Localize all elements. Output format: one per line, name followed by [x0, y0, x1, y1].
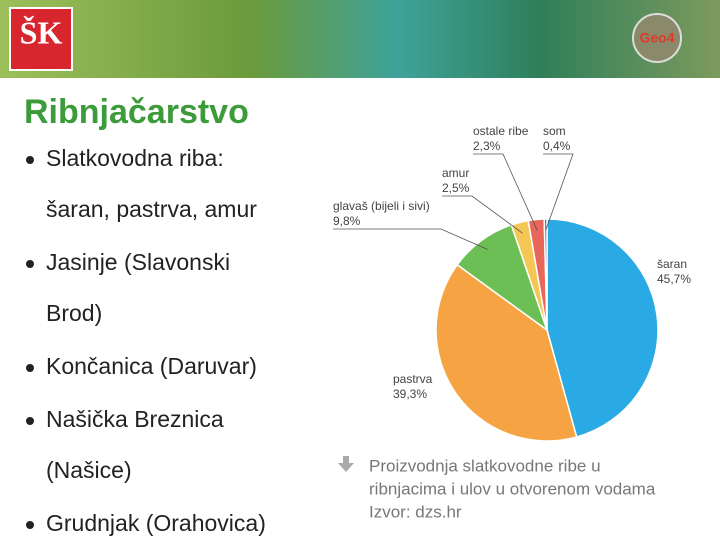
slice-label: ostale ribe — [473, 124, 529, 138]
bullet-text: Grudnjak (Orahovica) — [46, 510, 266, 536]
slice-label: glavaš (bijeli i sivi) — [333, 199, 430, 213]
leader-line — [442, 195, 523, 234]
logo-box — [9, 7, 73, 71]
slice-value: 2,5% — [442, 181, 470, 195]
pie-slice — [543, 218, 548, 331]
slice-label: amur — [442, 166, 469, 180]
bullet-dot — [26, 156, 34, 164]
pie-slice — [546, 218, 659, 438]
slice-label: šaran — [657, 257, 687, 271]
bullet-dot — [26, 521, 34, 529]
slice-value: 2,3% — [473, 139, 501, 153]
bullet-dot — [26, 417, 34, 425]
arrow-icon — [338, 456, 354, 472]
bullet-text: (Našice) — [46, 457, 132, 483]
leader-line — [473, 153, 538, 231]
caption: ribnjacima i ulov u otvorenom vodama — [369, 479, 656, 498]
caption: Izvor: dzs.hr — [369, 502, 462, 521]
bullet-text: šaran, pastrva, amur — [46, 196, 257, 222]
logo: ŠK — [20, 14, 63, 50]
title: Ribnjačarstvo — [24, 93, 249, 131]
banner — [0, 0, 720, 78]
bullet-text: Našička Breznica — [46, 406, 224, 432]
slice-value: 9,8% — [333, 214, 361, 228]
bullet-dot — [26, 364, 34, 372]
slice-label: pastrva — [393, 372, 433, 386]
badge: Geo4 — [639, 30, 674, 46]
slice-value: 0,4% — [543, 139, 571, 153]
leader-line — [333, 228, 488, 250]
bullet-text: Končanica (Daruvar) — [46, 353, 257, 379]
badge-icon — [632, 13, 682, 63]
slice-value: 45,7% — [657, 272, 691, 286]
bullet-text: Slatkovodna riba: — [46, 145, 224, 171]
slice-label: som — [543, 124, 566, 138]
bullet-text: Brod) — [46, 300, 102, 326]
slice-value: 39,3% — [393, 387, 427, 401]
pie-slice — [435, 263, 578, 442]
bullet-dot — [26, 260, 34, 268]
caption: Proizvodnja slatkovodne ribe u — [369, 456, 601, 475]
leader-line — [543, 153, 574, 231]
bullet-text: Jasinje (Slavonski — [46, 249, 230, 275]
